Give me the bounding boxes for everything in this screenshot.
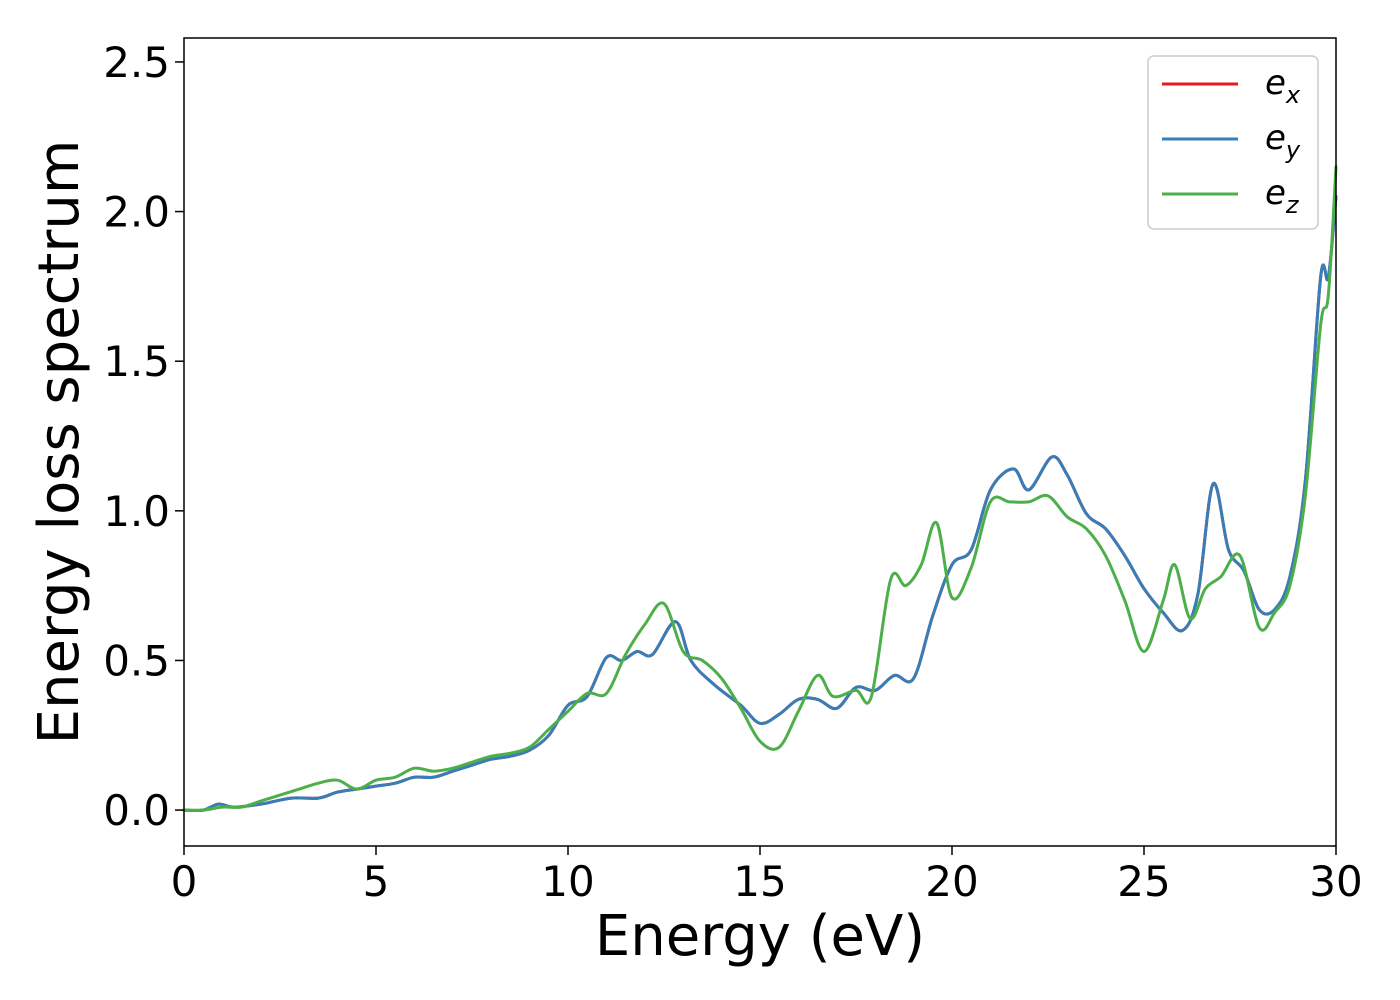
legend-box [1147, 55, 1319, 230]
y-tick-label: 2.0 [103, 188, 170, 237]
x-tick-label: 5 [363, 857, 390, 906]
y-tick-label: 1.5 [103, 337, 170, 386]
series-line-ey [182, 195, 1338, 813]
x-axis-ticks: 0 5 10 15 20 25 30 [171, 846, 1363, 906]
x-tick-label: 25 [1117, 857, 1170, 906]
x-tick-label: 30 [1309, 857, 1362, 906]
x-axis-label: Energy (eV) [595, 904, 925, 969]
y-axis-ticks: 0.0 0.5 1.0 1.5 2.0 2.5 [103, 38, 184, 835]
series-line-ez [182, 165, 1338, 812]
y-tick-label: 0.0 [103, 786, 170, 835]
y-tick-label: 2.5 [103, 38, 170, 87]
series-layer [182, 165, 1338, 813]
x-tick-label: 20 [925, 857, 978, 906]
legend-label-ez: ez [1265, 173, 1300, 219]
series-line-ex [182, 195, 1338, 813]
x-tick-label: 10 [541, 857, 594, 906]
y-tick-label: 0.5 [103, 636, 170, 685]
y-axis-label: Energy loss spectrum [27, 140, 92, 745]
y-tick-label: 1.0 [103, 487, 170, 536]
x-tick-label: 0 [171, 857, 198, 906]
x-tick-label: 15 [733, 857, 786, 906]
